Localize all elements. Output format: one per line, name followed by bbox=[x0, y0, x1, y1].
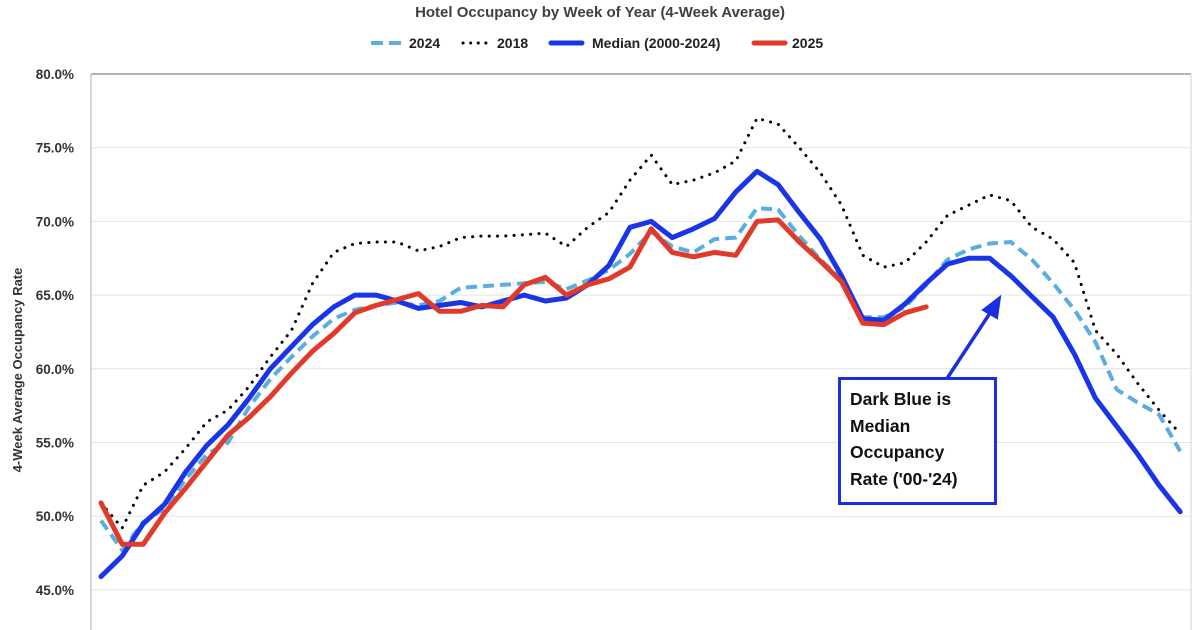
y-tick-label: 70.0% bbox=[36, 214, 74, 229]
series-line-2018 bbox=[99, 116, 1182, 530]
chart-title: Hotel Occupancy by Week of Year (4-Week … bbox=[415, 4, 785, 21]
legend-label: 2025 bbox=[792, 35, 823, 51]
series-line-2025 bbox=[98, 217, 929, 547]
y-tick-label: 75.0% bbox=[36, 141, 74, 156]
y-tick-label: 45.0% bbox=[36, 583, 74, 598]
series-lines bbox=[98, 116, 1183, 580]
legend-label: 2018 bbox=[497, 35, 528, 51]
y-axis-ticks: 45.0% 50.0% 55.0% 60.0% 65.0% 70.0% 75.0% 80.0% bbox=[36, 67, 74, 598]
annotation-text: Dark Blue is Median Occupancy Rate ('00-… bbox=[850, 389, 958, 489]
series-line-median-2000-2024- bbox=[98, 168, 1183, 580]
gridlines bbox=[91, 73, 1191, 591]
y-tick-label: 55.0% bbox=[36, 436, 74, 451]
arrowhead-icon bbox=[981, 294, 1002, 320]
annotation-arrow bbox=[944, 294, 1002, 381]
y-tick-label: 80.0% bbox=[36, 67, 74, 82]
annotation-box: Dark Blue is Median Occupancy Rate ('00-… bbox=[838, 377, 997, 505]
legend: 2024 2018 Median (2000-2024) 2025 bbox=[371, 35, 823, 51]
y-tick-label: 65.0% bbox=[36, 288, 74, 303]
legend-label: Median (2000-2024) bbox=[592, 35, 720, 51]
y-tick-label: 50.0% bbox=[36, 509, 74, 524]
legend-label: 2024 bbox=[409, 35, 440, 51]
y-axis-label: 4-Week Average Occupancy Rate bbox=[10, 268, 25, 473]
series-line-2024 bbox=[99, 206, 1182, 553]
y-tick-label: 60.0% bbox=[36, 362, 74, 377]
